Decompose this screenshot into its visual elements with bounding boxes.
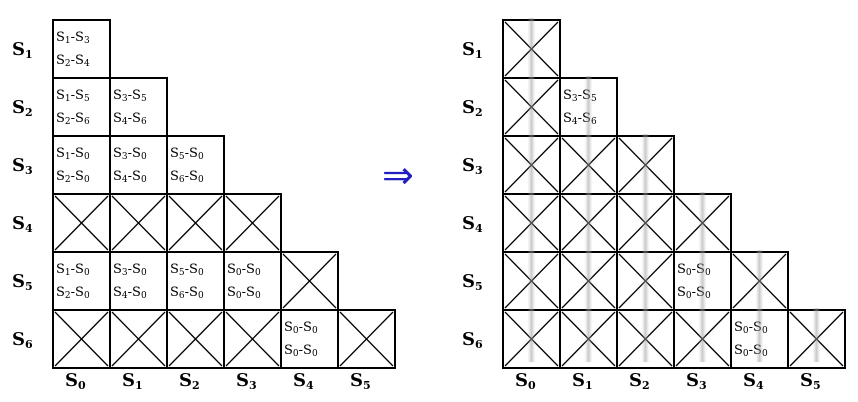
- pair-cell: S0-S0 S0-S0: [280, 309, 339, 369]
- empty-cell: [280, 251, 339, 311]
- empty-cell: [109, 193, 168, 253]
- cross-line: [54, 311, 109, 367]
- sweep-streak: [698, 192, 707, 362]
- pair-cell: S1-S3 S2-S4: [52, 19, 111, 79]
- row-label: S3: [12, 155, 33, 177]
- sweep-streak: [584, 76, 593, 362]
- cross-line: [339, 311, 394, 367]
- pair-cell: S1-S0 S2-S0: [52, 135, 111, 195]
- pair-line-1: S1-S5: [56, 88, 90, 104]
- pair-line-2: S6-S0: [170, 169, 204, 185]
- column-label: S4: [293, 370, 314, 392]
- pair-line-2: S6-S0: [170, 285, 204, 301]
- pair-line-2: S2-S0: [56, 169, 90, 185]
- cross-line: [225, 311, 280, 367]
- row-label: S5: [12, 271, 33, 293]
- cross-line: [54, 195, 109, 251]
- pair-line-2: S4-S6: [113, 111, 147, 127]
- empty-cell: [166, 193, 225, 253]
- empty-cell: [52, 193, 111, 253]
- pair-line-1: S0-S0: [227, 262, 261, 278]
- pair-cell: S1-S0 S2-S0: [52, 251, 111, 311]
- row-label: S2: [462, 97, 483, 119]
- pair-line-2: S2-S6: [56, 111, 90, 127]
- empty-cell: [337, 309, 396, 369]
- column-label: S5: [800, 370, 821, 392]
- sweep-streak: [641, 134, 650, 362]
- row-label: S2: [12, 97, 33, 119]
- column-label: S0: [515, 370, 536, 392]
- row-label: S3: [462, 155, 483, 177]
- cross-line: [168, 195, 223, 251]
- pair-line-2: S4-S0: [113, 285, 147, 301]
- row-label: S1: [12, 39, 33, 61]
- pair-cell: S3-S0 S4-S0: [109, 135, 168, 195]
- pair-line-1: S0-S0: [284, 320, 318, 336]
- pair-line-2: S4-S0: [113, 169, 147, 185]
- pair-line-1: S3-S5: [113, 88, 147, 104]
- pair-line-1: S5-S0: [170, 146, 204, 162]
- column-label: S3: [236, 370, 257, 392]
- cross-line: [111, 311, 166, 367]
- pair-cell: S3-S5 S4-S6: [109, 77, 168, 137]
- cross-line: [282, 253, 337, 309]
- cross-line: [168, 311, 223, 367]
- column-label: S1: [122, 370, 143, 392]
- column-label: S5: [350, 370, 371, 392]
- pair-line-1: S3-S0: [113, 146, 147, 162]
- pair-line-2: S2-S0: [56, 285, 90, 301]
- pair-line-2: S0-S0: [227, 285, 261, 301]
- pair-cell: S0-S0 S0-S0: [223, 251, 282, 311]
- column-label: S0: [65, 370, 86, 392]
- pair-cell: S5-S0 S6-S0: [166, 251, 225, 311]
- column-label: S4: [743, 370, 764, 392]
- pair-line-1: S1-S0: [56, 262, 90, 278]
- sweep-streak: [527, 18, 536, 362]
- sweep-streak: [755, 250, 764, 362]
- pair-cell: S5-S0 S6-S0: [166, 135, 225, 195]
- column-label: S2: [629, 370, 650, 392]
- pair-cell: S3-S0 S4-S0: [109, 251, 168, 311]
- row-label: S5: [462, 271, 483, 293]
- empty-cell: [52, 309, 111, 369]
- empty-cell: [223, 193, 282, 253]
- row-label: S4: [12, 213, 33, 235]
- empty-cell: [109, 309, 168, 369]
- pair-line-1: S3-S0: [113, 262, 147, 278]
- row-label: S1: [462, 39, 483, 61]
- column-label: S2: [179, 370, 200, 392]
- cross-line: [111, 195, 166, 251]
- cross-line: [225, 195, 280, 251]
- pair-line-2: S2-S4: [56, 53, 90, 69]
- pair-line-1: S5-S0: [170, 262, 204, 278]
- column-label: S3: [686, 370, 707, 392]
- empty-cell: [166, 309, 225, 369]
- pair-cell: S1-S5 S2-S6: [52, 77, 111, 137]
- sweep-streak: [812, 308, 821, 362]
- pair-line-1: S1-S3: [56, 30, 90, 46]
- column-label: S1: [572, 370, 593, 392]
- transform-arrow: ⇒: [382, 153, 414, 197]
- pair-line-1: S1-S0: [56, 146, 90, 162]
- empty-cell: [223, 309, 282, 369]
- row-label: S4: [462, 213, 483, 235]
- row-label: S6: [12, 329, 33, 351]
- pair-line-2: S0-S0: [284, 343, 318, 359]
- row-label: S6: [462, 329, 483, 351]
